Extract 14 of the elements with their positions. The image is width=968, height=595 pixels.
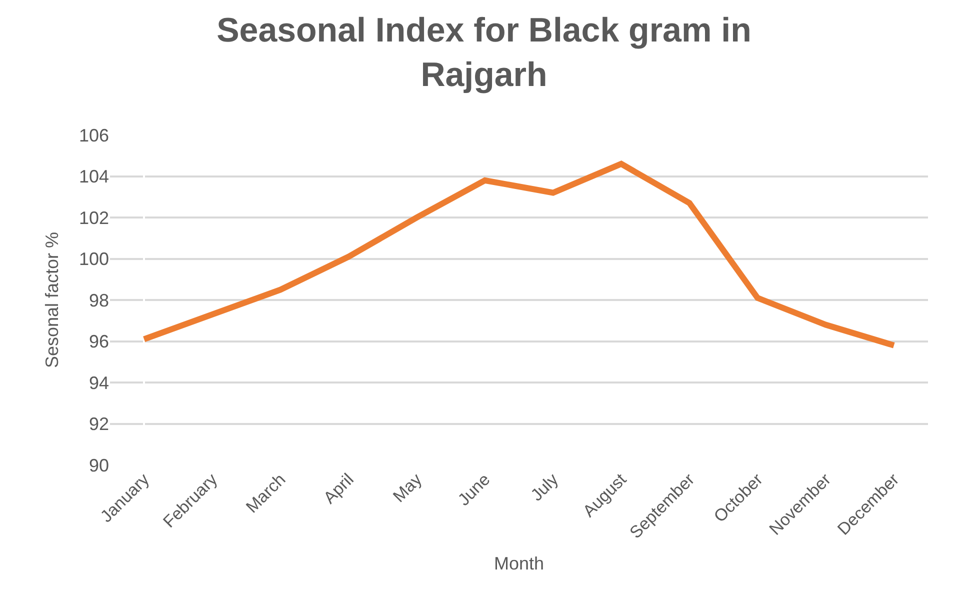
- y-tick-label: 98: [88, 290, 109, 310]
- y-tick-label: 96: [88, 332, 109, 352]
- y-tick-label: 92: [88, 414, 109, 434]
- x-tick-label: May: [389, 470, 426, 506]
- x-axis-title: Month: [494, 553, 544, 574]
- y-tick-label: 102: [78, 208, 109, 228]
- x-tick-label: July: [527, 470, 562, 505]
- y-tick-label: 90: [88, 455, 109, 476]
- y-axis-title: Sesonal factor %: [42, 232, 62, 368]
- y-tick-label: 94: [88, 372, 109, 393]
- y-tick-label: 100: [78, 249, 109, 270]
- y-tick-label: 106: [78, 125, 109, 146]
- chart-title: Seasonal Index for Black gram in Rajgarh: [216, 12, 752, 94]
- y-tick-label: 104: [78, 166, 109, 187]
